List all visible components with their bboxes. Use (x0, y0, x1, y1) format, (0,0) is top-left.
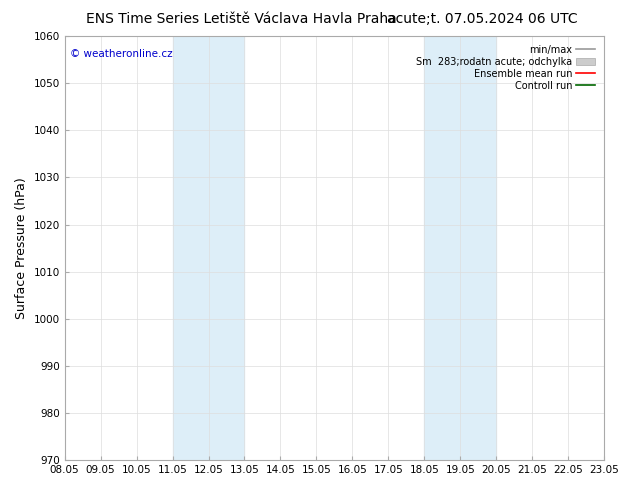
Bar (172, 36, 245, 460)
Text: © weatheronline.cz: © weatheronline.cz (70, 49, 172, 59)
Text: acute;t. 07.05.2024 06 UTC: acute;t. 07.05.2024 06 UTC (387, 12, 577, 26)
Text: ENS Time Series Letiště Václava Havla Praha: ENS Time Series Letiště Václava Havla Pr… (86, 12, 396, 26)
Bar (424, 36, 496, 460)
Y-axis label: Surface Pressure (hPa): Surface Pressure (hPa) (15, 177, 28, 319)
Legend: min/max, Sm  283;rodatn acute; odchylka, Ensemble mean run, Controll run: min/max, Sm 283;rodatn acute; odchylka, … (412, 41, 599, 95)
